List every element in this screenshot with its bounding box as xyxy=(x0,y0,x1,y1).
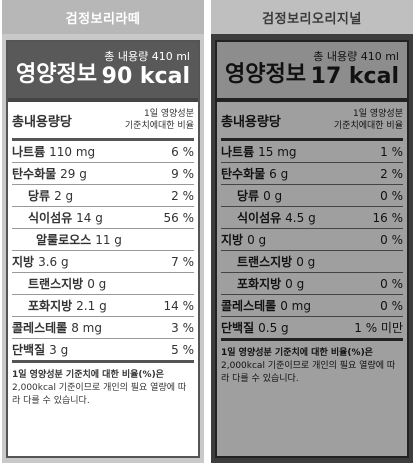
nutrition-label: 영양정보 총 내용량 410 ml 17 kcal 총내용량당 1일 영양성분 … xyxy=(215,40,409,458)
nutrient-row-protein: 단백질 0.5 g 1 % 미만 xyxy=(221,317,403,341)
daily-value-label: 1일 영양성분 기준치에대한 비율 xyxy=(124,109,194,131)
nutrient-row-cholesterol: 콜레스테롤 8 mg 3 % xyxy=(12,317,194,339)
calories: 90 kcal xyxy=(101,64,190,89)
nutrient-row-fiber: 식이섬유 4.5 g 16 % xyxy=(221,207,403,229)
nutrition-header: 영양정보 총 내용량 410 ml 90 kcal xyxy=(8,42,198,102)
product-name: 검정보리라떼 xyxy=(2,0,204,34)
nutrition-title: 영양정보 xyxy=(16,62,97,87)
nutrition-title: 영양정보 xyxy=(225,62,306,87)
total-content: 총 내용량 410 ml xyxy=(104,50,190,63)
footnote: 1일 영양성분 기준치에 대한 비율(%)은 2,000kcal 기준이므로 개… xyxy=(221,348,396,384)
nutrient-row-cholesterol: 콜레스테롤 0 mg 0 % xyxy=(221,295,403,317)
nutrient-row-carbohydrate: 탄수화물 29 g 9 % xyxy=(12,163,194,185)
nutrition-label: 영양정보 총 내용량 410 ml 90 kcal 총내용량당 1일 영양성분 … xyxy=(6,40,200,458)
per-total-label: 총내용량당 xyxy=(12,114,72,130)
nutrient-row-trans-fat: 트랜스지방 0 g xyxy=(12,273,194,295)
nutrition-header: 영양정보 총 내용량 410 ml 17 kcal xyxy=(217,42,407,102)
product-panel-barley-latte: 검정보리라떼 영양정보 총 내용량 410 ml 90 kcal 총내용량당 1… xyxy=(2,0,204,463)
nutrient-row-fat: 지방 0 g 0 % xyxy=(221,229,403,251)
per-total-label: 총내용량당 xyxy=(221,114,281,130)
nutrient-row-fiber: 식이섬유 14 g 56 % xyxy=(12,207,194,229)
nutrient-row-sodium: 나트륨 110 mg 6 % xyxy=(12,141,194,163)
total-content: 총 내용량 410 ml xyxy=(313,50,399,63)
column-header: 총내용량당 1일 영양성분 기준치에대한 비율 xyxy=(12,102,194,141)
nutrient-row-saturated-fat: 포화지방 0 g 0 % xyxy=(221,273,403,295)
nutrient-row-sugars: 당류 2 g 2 % xyxy=(12,185,194,207)
calories: 17 kcal xyxy=(310,64,399,89)
footnote: 1일 영양성분 기준치에 대한 비율(%)은 2,000kcal 기준이므로 개… xyxy=(12,370,187,406)
nutrient-row-sugars: 당류 0 g 0 % xyxy=(221,185,403,207)
product-panel-barley-original: 검정보리오리지널 영양정보 총 내용량 410 ml 17 kcal 총내용량당… xyxy=(211,0,413,463)
nutrient-row-trans-fat: 트랜스지방 0 g xyxy=(221,251,403,273)
nutrient-row-sodium: 나트륨 15 mg 1 % xyxy=(221,141,403,163)
product-name: 검정보리오리지널 xyxy=(211,0,413,34)
nutrient-row-protein: 단백질 3 g 5 % xyxy=(12,339,194,363)
nutrient-row-saturated-fat: 포화지방 2.1 g 14 % xyxy=(12,295,194,317)
nutrient-row-carbohydrate: 탄수화물 6 g 2 % xyxy=(221,163,403,185)
nutrient-row-fat: 지방 3.6 g 7 % xyxy=(12,251,194,273)
nutrient-row-allulose: 알룰로오스 11 g xyxy=(12,229,194,251)
column-header: 총내용량당 1일 영양성분 기준치에대한 비율 xyxy=(221,102,403,141)
daily-value-label: 1일 영양성분 기준치에대한 비율 xyxy=(333,109,403,131)
